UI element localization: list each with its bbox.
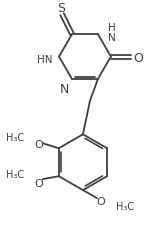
Text: O: O [97,196,105,206]
Text: HN: HN [37,54,53,64]
Text: N: N [59,83,69,96]
Text: H₃C: H₃C [116,201,134,211]
Text: O: O [35,140,43,150]
Text: O: O [133,52,143,65]
Text: N: N [108,33,116,43]
Text: H₃C: H₃C [6,133,24,143]
Text: S: S [57,2,65,15]
Text: H₃C: H₃C [6,169,24,179]
Text: H: H [108,23,116,33]
Text: O: O [35,178,43,188]
